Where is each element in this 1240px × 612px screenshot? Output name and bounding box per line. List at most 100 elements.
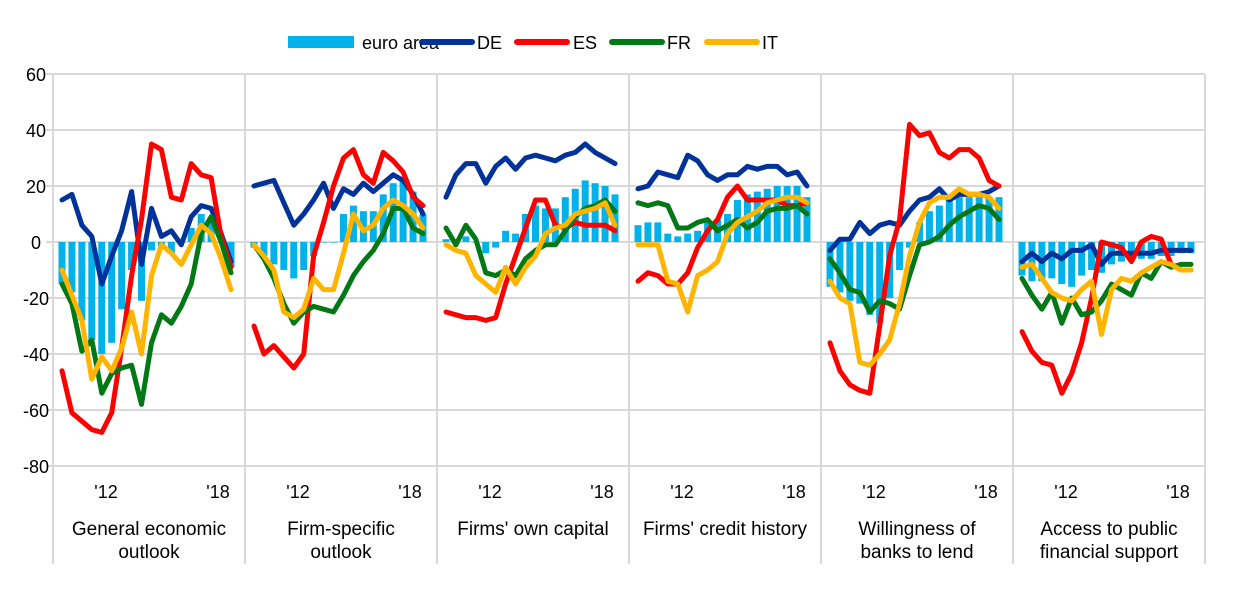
bar-euro-area xyxy=(906,242,914,248)
bar-euro-area xyxy=(78,242,86,321)
bar-euro-area xyxy=(935,205,943,242)
category-label: outlook xyxy=(118,542,180,563)
bar-euro-area xyxy=(826,242,834,287)
x-tick-label: '12 xyxy=(478,482,501,502)
bar-euro-area xyxy=(128,242,136,270)
bar-euro-area xyxy=(1187,242,1195,254)
line-de xyxy=(1019,242,1194,267)
bar-euro-area xyxy=(300,242,308,270)
category-label: outlook xyxy=(310,542,372,563)
bar-euro-area xyxy=(108,242,116,343)
category-label: banks to lend xyxy=(860,542,973,563)
bar-euro-area xyxy=(1098,242,1106,273)
x-tick-label: '18 xyxy=(782,482,805,502)
bar-euro-area xyxy=(753,191,761,242)
bar-euro-area xyxy=(876,242,884,324)
bar-euro-area xyxy=(896,242,904,270)
bar-euro-area xyxy=(1048,242,1056,279)
bar-euro-area xyxy=(320,242,328,243)
legend-label: DE xyxy=(477,33,502,53)
bar-euro-area xyxy=(462,236,470,242)
bar-euro-area xyxy=(694,230,702,242)
bar-euro-area xyxy=(601,186,609,242)
line-it xyxy=(1019,259,1194,337)
line-it xyxy=(635,194,810,315)
bar-euro-area xyxy=(280,242,288,270)
line-fr xyxy=(59,214,234,407)
legend-label: ES xyxy=(573,33,597,53)
bar-euro-area xyxy=(260,242,268,256)
bar-euro-area xyxy=(1078,242,1086,276)
bar-euro-area xyxy=(1127,242,1135,259)
line-es xyxy=(443,197,618,323)
bar-euro-area xyxy=(836,242,844,293)
y-tick-label: 20 xyxy=(26,177,46,197)
bar-euro-area xyxy=(985,197,993,242)
line-fr xyxy=(827,203,1002,315)
category-label: Willingness of xyxy=(858,519,976,540)
gridlines xyxy=(46,73,1206,564)
bar-euro-area xyxy=(442,239,450,242)
bar-euro-area xyxy=(68,242,76,293)
category-label: Access to public xyxy=(1040,519,1177,540)
x-tick-label: '12 xyxy=(862,482,885,502)
bar-euro-area xyxy=(915,222,923,242)
bar-euro-area xyxy=(541,208,549,242)
y-tick-label: -40 xyxy=(23,345,49,365)
bar-euro-area xyxy=(846,242,854,301)
line-it xyxy=(827,186,1002,368)
x-tick-label: '18 xyxy=(974,482,997,502)
y-axis: 60 40 20 0 -20 -40 -60 -80 xyxy=(23,65,49,477)
bar-euro-area xyxy=(793,186,801,242)
bar-euro-area xyxy=(1137,242,1145,259)
bar-euro-area xyxy=(502,230,510,242)
bar-euro-area xyxy=(803,197,811,242)
y-tick-label: -20 xyxy=(23,289,49,309)
x-tick-label: '12 xyxy=(1054,482,1077,502)
bar-euro-area xyxy=(654,222,662,242)
y-tick-label: 60 xyxy=(26,65,46,85)
bar-euro-area xyxy=(290,242,298,279)
category-label: financial support xyxy=(1040,542,1179,563)
line-es xyxy=(59,141,234,435)
bar-euro-area xyxy=(674,236,682,242)
bar-euro-area xyxy=(1088,242,1096,270)
line-es xyxy=(1019,233,1194,396)
bar-euro-area xyxy=(866,242,874,315)
y-tick-label: -80 xyxy=(23,457,49,477)
x-tick-label: '12 xyxy=(670,482,693,502)
bar-euro-area xyxy=(270,242,278,265)
category-label: Firms' own capital xyxy=(457,519,608,540)
bar-euro-area xyxy=(1177,242,1185,254)
line-de xyxy=(59,189,234,287)
x-tick-label: '18 xyxy=(590,482,613,502)
legend-label: IT xyxy=(762,33,778,53)
bar-euro-area xyxy=(88,242,96,340)
category-label: General economic xyxy=(72,519,226,540)
bar-euro-area xyxy=(925,211,933,242)
category-label: Firm-specific xyxy=(287,519,395,540)
bar-euro-area xyxy=(1058,242,1066,284)
bar-euro-area xyxy=(783,186,791,242)
category-label: Firms' credit history xyxy=(643,519,808,540)
bar-euro-area xyxy=(147,242,155,251)
line-es xyxy=(251,147,426,371)
bar-euro-area xyxy=(58,242,66,284)
line-it xyxy=(251,197,426,321)
bar-euro-area xyxy=(684,233,692,242)
x-tick-label: '18 xyxy=(1166,482,1189,502)
bar-euro-area xyxy=(339,214,347,242)
bar-euro-area xyxy=(773,186,781,242)
x-tick-label: '12 xyxy=(286,482,309,502)
bar-euro-area xyxy=(492,242,500,248)
bar-euro-area xyxy=(482,242,490,254)
bar-euro-area xyxy=(1147,242,1155,259)
legend-swatch-euro-area xyxy=(288,36,354,48)
bar-euro-area xyxy=(975,197,983,242)
bar-euro-area xyxy=(1068,242,1076,287)
bar-euro-area xyxy=(561,197,569,242)
bar-euro-area xyxy=(763,188,771,242)
line-series xyxy=(59,121,1194,435)
x-tick-label: '18 xyxy=(206,482,229,502)
